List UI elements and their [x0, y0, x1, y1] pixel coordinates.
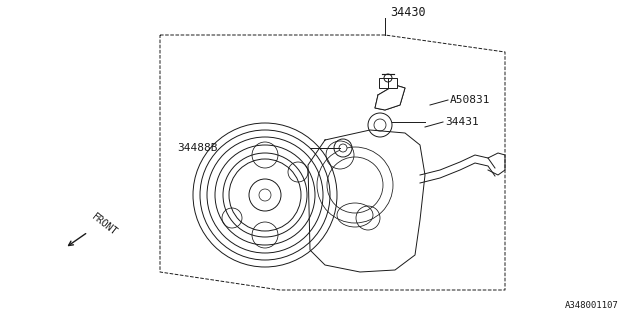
- Polygon shape: [375, 85, 405, 110]
- Text: A50831: A50831: [450, 95, 490, 105]
- Text: FRONT: FRONT: [90, 212, 119, 238]
- Text: A348001107: A348001107: [565, 300, 619, 309]
- Text: 34488B: 34488B: [177, 143, 218, 153]
- Text: 34431: 34431: [445, 117, 479, 127]
- Circle shape: [339, 144, 347, 152]
- Text: 34430: 34430: [390, 5, 426, 19]
- Bar: [379, 78, 397, 88]
